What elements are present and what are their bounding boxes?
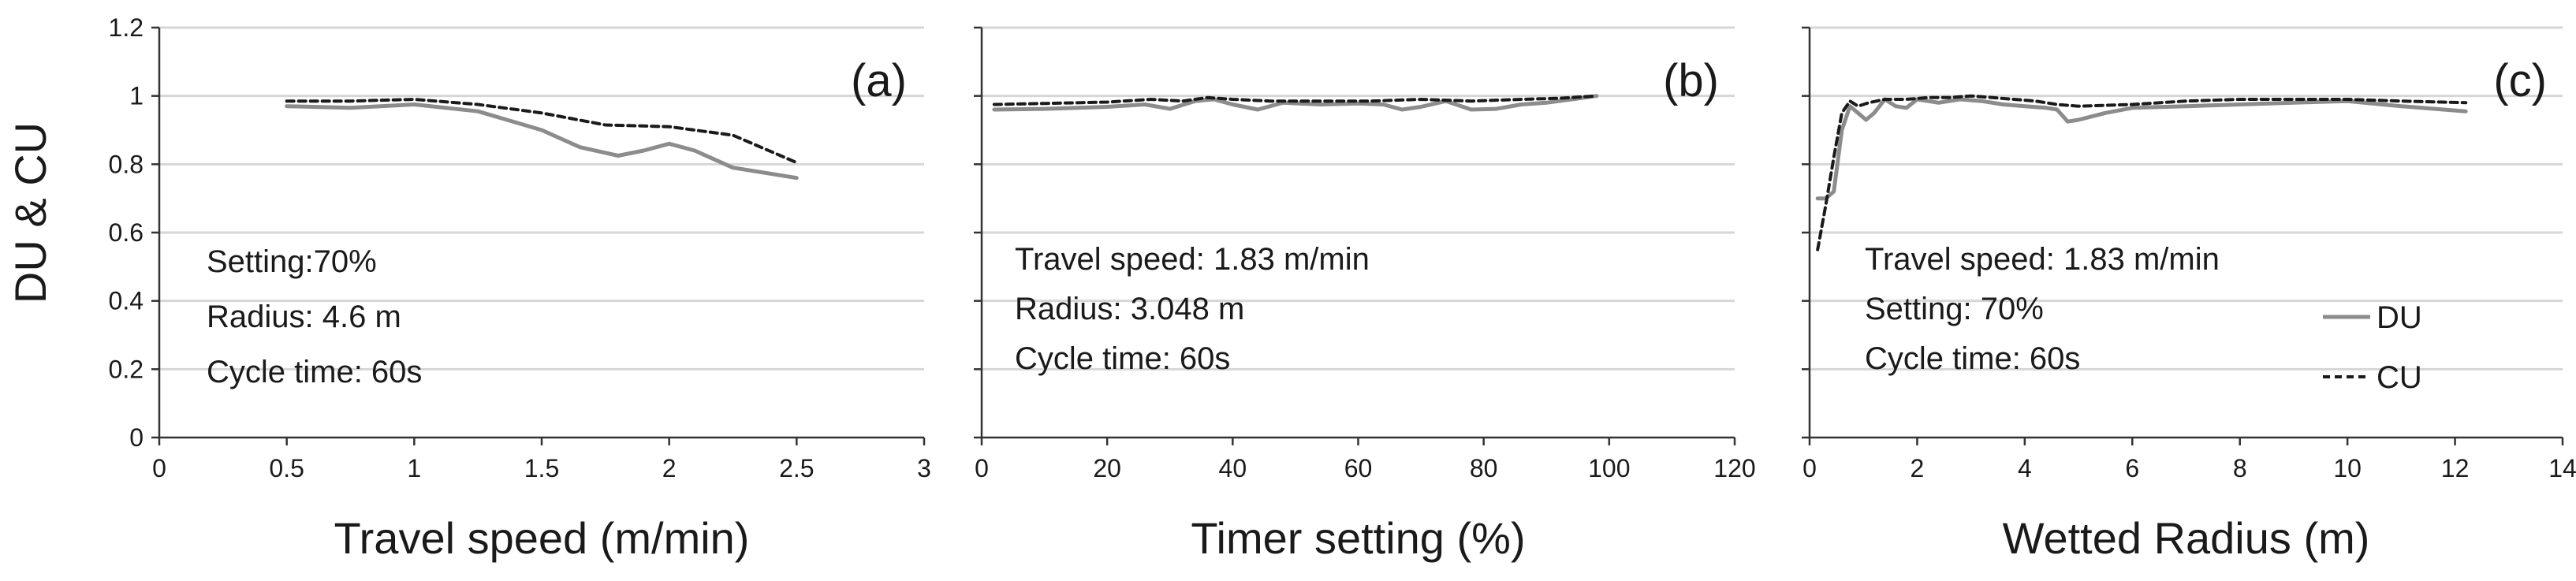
y-tick-label: 0.6 <box>109 218 144 247</box>
annotation-text: Travel speed: 1.83 m/min <box>1865 242 2220 277</box>
series-du-line <box>1815 97 2468 201</box>
panel-label: (b) <box>1663 55 1719 106</box>
series-du-line <box>285 102 799 181</box>
x-tick-label: 100 <box>1588 454 1630 482</box>
panel-label: (a) <box>851 55 907 106</box>
annotation-text: Setting:70% <box>207 244 377 279</box>
annotation-text: Cycle time: 60s <box>1015 341 1230 376</box>
x-axis-title: Wetted Radius (m) <box>2003 513 2370 563</box>
x-tick-label: 20 <box>1093 454 1121 482</box>
x-tick-label: 3 <box>917 454 931 482</box>
legend-du-label: DU <box>2377 300 2422 335</box>
x-tick-label: 0 <box>975 454 989 482</box>
annotation-text: Cycle time: 60s <box>207 355 422 389</box>
x-tick-label: 0 <box>152 454 166 482</box>
y-tick-label: 0.8 <box>109 150 144 178</box>
x-tick-label: 120 <box>1713 454 1755 482</box>
panel-2: 0 20 40 60 80 100 120 Timer setting (%) (b) Trave… <box>974 26 1756 563</box>
annotation-text: Radius: 4.6 m <box>207 300 401 334</box>
x-tick-label: 6 <box>2125 454 2139 482</box>
annotation-text: Cycle time: 60s <box>1865 341 2080 376</box>
y-tick-label: 0 <box>129 423 144 452</box>
x-tick-label: 4 <box>2018 454 2032 482</box>
x-tick-label: 12 <box>2441 454 2470 482</box>
legend-cu-label: CU <box>2377 360 2422 395</box>
x-tick-label: 0 <box>1802 454 1817 482</box>
x-tick-label: 10 <box>2333 454 2362 482</box>
x-tick-label: 2.5 <box>779 454 814 482</box>
y-tick-label: 1 <box>129 82 144 110</box>
series-cu-line <box>992 94 1598 106</box>
legend: DU CU <box>2323 300 2422 395</box>
x-tick-label: 2 <box>662 454 677 482</box>
x-tick-label: 80 <box>1470 454 1498 482</box>
series-cu-line <box>285 98 799 165</box>
x-tick-label: 2 <box>1911 454 1925 482</box>
y-tick-label: 0.2 <box>109 355 144 383</box>
x-tick-label: 14 <box>2548 454 2576 482</box>
series-cu-line <box>1816 94 2468 251</box>
y-tick-label: 0.4 <box>109 287 144 315</box>
x-tick-label: 8 <box>2233 454 2247 482</box>
annotation-text: Travel speed: 1.83 m/min <box>1015 242 1370 277</box>
y-tick-label: 1.2 <box>109 13 144 42</box>
x-tick-label: 1.5 <box>524 454 559 482</box>
panel-3: 0 2 4 6 8 10 12 14 Wetted Radius (m) (c) Travel sp… <box>1802 26 2576 563</box>
x-tick-label: 40 <box>1219 454 1247 482</box>
annotation-text: Radius: 3.048 m <box>1015 292 1244 326</box>
x-axis-title: Travel speed (m/min) <box>334 513 750 563</box>
panel-1: 0 0.2 0.4 0.6 0.8 1 1.2 0 0.5 1 1.5 2 2.5 3 Travel spe… <box>109 13 931 563</box>
annotation-text: Setting: 70% <box>1865 292 2044 326</box>
x-tick-label: 1 <box>407 454 421 482</box>
x-tick-label: 60 <box>1344 454 1373 482</box>
series-du-line <box>992 94 1599 112</box>
y-axis-title: DU & CU <box>6 122 55 304</box>
x-tick-label: 0.5 <box>269 454 304 482</box>
x-axis-title: Timer setting (%) <box>1191 513 1525 563</box>
panel-label: (c) <box>2493 55 2547 106</box>
